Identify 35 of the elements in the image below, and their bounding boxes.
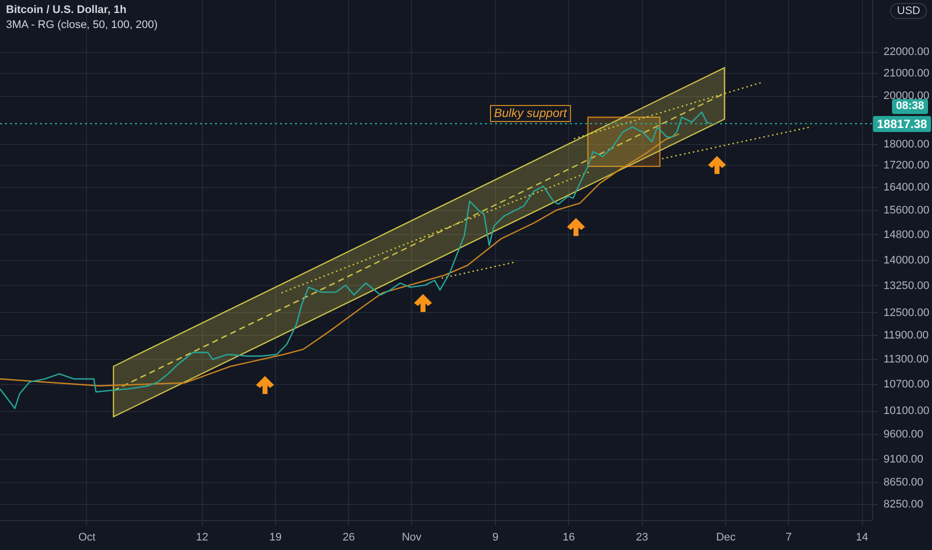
x-tick-label: 7: [786, 532, 792, 544]
x-tick-label: 9: [492, 532, 498, 544]
x-tick-label: 16: [562, 532, 575, 544]
x-tick-label: 26: [342, 532, 355, 544]
y-tick-label: 13250.00: [884, 280, 930, 292]
annotation: Bulky support: [490, 105, 571, 122]
ref-line-label: 18817.38: [873, 116, 932, 132]
y-tick-label: 8650.00: [884, 476, 924, 489]
y-tick-label: 14800.00: [884, 228, 930, 241]
x-tick-label: Nov: [402, 532, 422, 544]
text: 3MA - RG (close, 50, 100, 200): [6, 19, 158, 31]
y-tick-label: 10100.00: [884, 405, 930, 418]
y-tick-label: 11900.00: [884, 330, 929, 342]
y-tick-label: 18000.00: [884, 138, 930, 151]
x-tick-label: Dec: [716, 532, 736, 544]
y-tick-label: 12500.00: [884, 306, 930, 319]
y-tick-label: 16400.00: [884, 182, 930, 194]
x-tick-label: Oct: [78, 532, 96, 544]
y-tick-label: 17200.00: [884, 160, 930, 172]
y-tick-label: 9600.00: [884, 428, 924, 441]
y-tick-label: 22000.00: [884, 46, 930, 58]
y-tick-label: 10700.00: [884, 378, 930, 391]
x-tick-label: 14: [856, 532, 868, 544]
text: USD: [890, 3, 928, 19]
y-tick-label: 11300.00: [884, 353, 929, 366]
y-tick-label: 15600.00: [884, 204, 930, 217]
y-tick-label: 14000.00: [884, 254, 930, 267]
y-tick-label: 8250.00: [884, 498, 924, 511]
x-tick-label: 12: [196, 532, 208, 544]
x-tick-label: 19: [269, 532, 282, 544]
chart-title: Bitcoin / U.S. Dollar, 1h: [6, 4, 126, 16]
y-tick-label: 9100.00: [884, 453, 924, 466]
text: 08:38: [892, 98, 928, 114]
x-tick-label: 23: [636, 532, 648, 544]
y-tick-label: 21000.00: [884, 68, 930, 80]
